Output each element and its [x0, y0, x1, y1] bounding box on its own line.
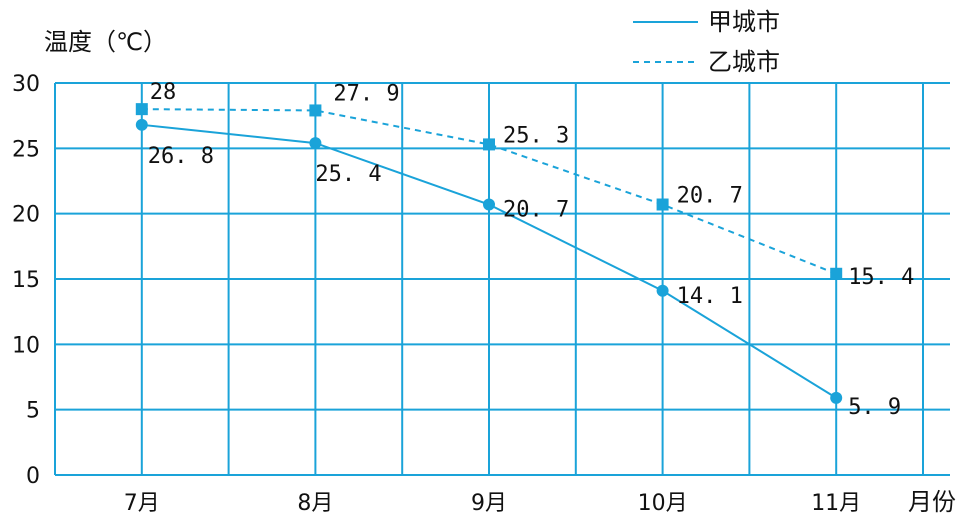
legend-label: 乙城市: [708, 48, 780, 76]
x-tick-label: 8月: [297, 491, 333, 516]
data-label: 25. 3: [503, 123, 569, 148]
y-tick-label: 15: [12, 268, 40, 293]
x-axis-ticks: 7月 8月 9月 10月 11月: [124, 491, 861, 516]
y-axis-title: 温度（℃）: [44, 28, 167, 56]
x-axis-title: 月份: [908, 488, 956, 516]
legend-label: 甲城市: [708, 8, 780, 36]
data-label: 20. 7: [503, 198, 569, 223]
data-point: [656, 198, 669, 211]
x-tick-label: 10月: [638, 491, 688, 516]
x-tick-label: 9月: [471, 491, 507, 516]
y-tick-label: 5: [26, 399, 40, 424]
x-tick-label: 11月: [811, 491, 861, 516]
data-label: 27. 9: [333, 81, 399, 106]
data-point: [309, 104, 322, 117]
data-point: [309, 137, 322, 150]
data-label: 20. 7: [677, 184, 743, 209]
data-label: 15. 4: [848, 265, 914, 290]
data-point: [483, 138, 495, 151]
y-tick-label: 10: [12, 333, 40, 358]
data-point: [830, 391, 843, 404]
data-label: 14. 1: [677, 284, 743, 309]
data-label: 26. 8: [148, 144, 214, 169]
y-tick-label: 20: [12, 203, 40, 228]
data-point: [483, 198, 495, 211]
data-labels: 26. 8 25. 4 20. 7 14. 1 5. 9 28 27. 9 25. 3 20. …: [148, 80, 915, 420]
data-point: [135, 103, 148, 116]
y-axis-ticks: 0 5 10 15 20 25 30: [12, 72, 40, 489]
data-label: 5. 9: [848, 395, 901, 420]
data-point: [656, 284, 669, 297]
data-label: 25. 4: [315, 162, 381, 187]
x-tick-label: 7月: [124, 491, 160, 516]
y-tick-label: 30: [12, 72, 40, 97]
data-label: 28: [150, 80, 177, 105]
chart-series: [135, 103, 843, 404]
data-point: [830, 267, 843, 280]
series-line-city-b: [141, 108, 837, 275]
y-tick-label: 25: [12, 137, 40, 162]
y-tick-label: 0: [26, 464, 40, 489]
data-point: [135, 118, 148, 131]
